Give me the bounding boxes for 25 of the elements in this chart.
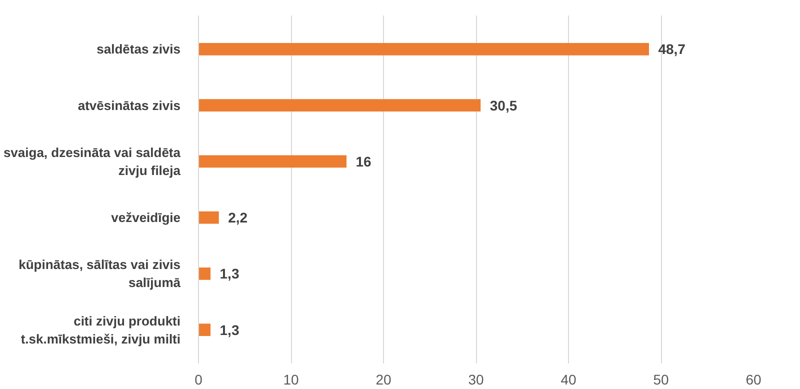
data-label: 30,5 bbox=[490, 97, 518, 114]
data-label: 2,2 bbox=[228, 210, 248, 226]
bar bbox=[198, 211, 219, 224]
y-tick-label: atvēsinātas zivis bbox=[78, 98, 181, 113]
y-tick-label: kūpinātas, sālītas vai zivis salījumā bbox=[18, 257, 182, 290]
bar bbox=[198, 324, 211, 336]
y-tick-label: vežveidīgie bbox=[111, 210, 181, 226]
x-tick-label: 20 bbox=[376, 372, 392, 388]
x-tick-label: 10 bbox=[283, 372, 299, 388]
x-tick-label: 50 bbox=[653, 372, 669, 388]
x-tick-label: 60 bbox=[746, 372, 762, 388]
data-label: 16 bbox=[356, 153, 372, 170]
x-tick-label: 40 bbox=[560, 372, 576, 388]
y-tick-label: svaiga, dzesināta vai saldēta zivju fileja bbox=[3, 144, 182, 178]
bar bbox=[198, 99, 481, 112]
data-label: 48,7 bbox=[658, 41, 686, 58]
data-label: 1,3 bbox=[220, 266, 240, 282]
y-tick-label: citi zivju produkti t.sk.mīkstmieši, zivju milti bbox=[20, 313, 181, 346]
y-tick-label: saldētas zivis bbox=[96, 42, 180, 57]
bar bbox=[198, 43, 649, 56]
bar bbox=[198, 155, 346, 168]
bar bbox=[198, 268, 211, 280]
data-label: 1,3 bbox=[220, 322, 240, 338]
x-tick-label: 30 bbox=[468, 372, 484, 388]
x-tick-label: 0 bbox=[194, 372, 203, 388]
